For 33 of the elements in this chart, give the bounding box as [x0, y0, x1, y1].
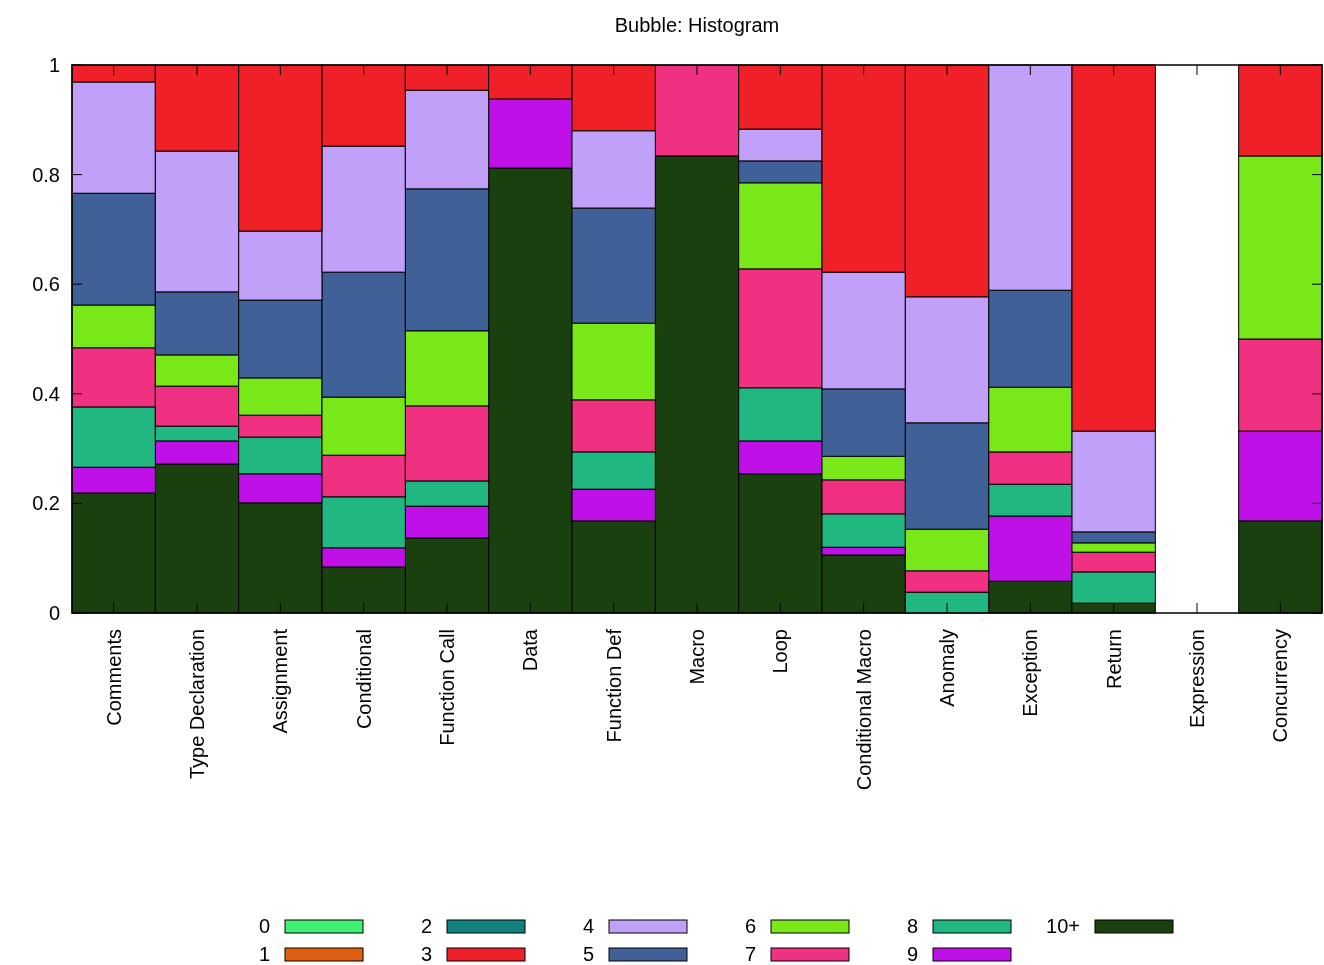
y-tick-label: 0.2	[32, 492, 60, 515]
x-tick-label: Exception	[1019, 629, 1042, 717]
y-tick-label: 0.4	[32, 382, 60, 405]
y-tick-label: 0.8	[32, 163, 60, 186]
legend-label: 7	[744, 943, 756, 965]
y-tick-label: 0.6	[32, 273, 60, 296]
legend-label: 6	[744, 915, 756, 937]
x-tick-label: Comments	[102, 629, 125, 726]
x-tick-label: Data	[519, 628, 542, 672]
legend-label: 0	[258, 915, 270, 937]
legend-label: 5	[582, 943, 594, 965]
x-tick-label: Conditional	[352, 629, 375, 730]
x-tick-label: Loop	[769, 629, 792, 674]
x-tick-label: Conditional Macro	[852, 629, 875, 791]
x-tick-label: Type Declaration	[186, 629, 208, 780]
x-tick-label: Function Call	[436, 629, 458, 746]
legend-label: 1	[258, 943, 270, 965]
x-tick-label: Concurrency	[1269, 629, 1292, 743]
x-tick-label: Return	[1102, 629, 1125, 690]
x-tick-label: Expression	[1186, 629, 1208, 728]
x-tick-label: Function Def	[602, 628, 625, 743]
legend-label: 2	[420, 915, 432, 937]
x-tick-label: Anomaly	[936, 629, 958, 707]
x-tick-label: Assignment	[269, 628, 292, 734]
legend-label: 10+	[1046, 915, 1080, 937]
legend-label: 8	[906, 915, 918, 937]
x-tick-label: Macro	[686, 629, 708, 685]
y-tick-label: 1	[48, 54, 60, 76]
legend-label: 9	[906, 943, 918, 965]
chart-title: Bubble: Histogram	[614, 14, 780, 36]
legend-label: 3	[420, 943, 432, 965]
legend-label: 4	[582, 915, 594, 937]
y-tick-label: 0	[48, 602, 60, 624]
